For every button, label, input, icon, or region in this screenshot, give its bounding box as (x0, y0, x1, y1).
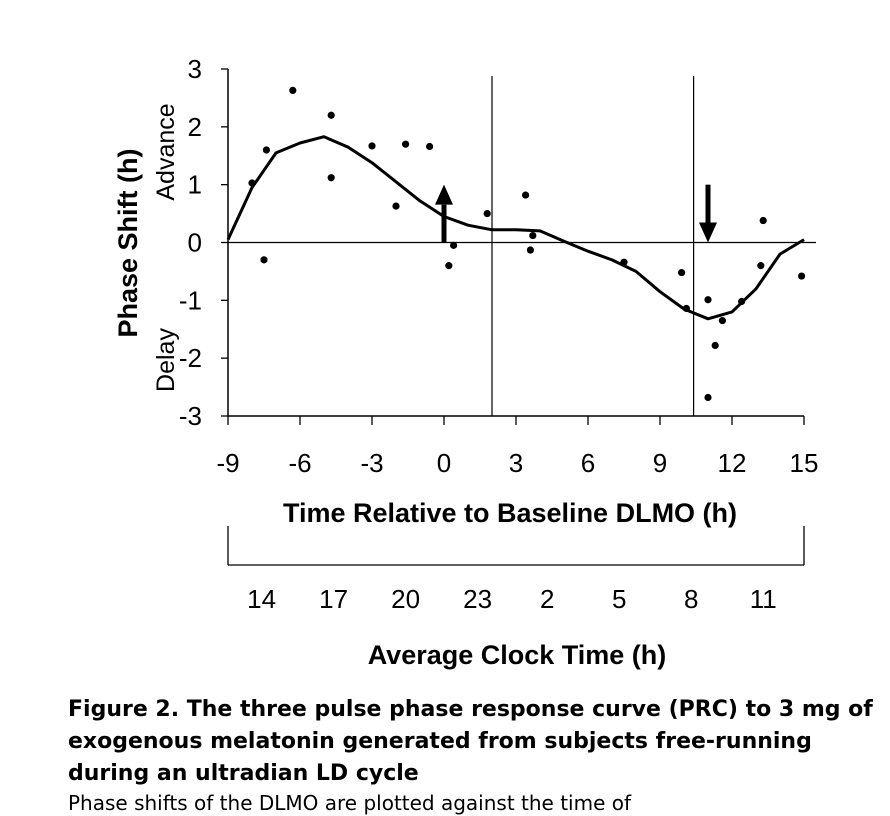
x-tick-label: 0 (437, 448, 451, 478)
x-tick-label: -9 (216, 448, 239, 478)
data-point (426, 142, 434, 151)
y-tick-label: -2 (179, 343, 202, 373)
data-point (260, 256, 268, 264)
data-point (526, 246, 535, 254)
data-points-layer (248, 86, 806, 402)
x-tick-label: 9 (653, 448, 667, 478)
data-point (682, 304, 691, 313)
arrow-down-icon (699, 222, 717, 243)
data-point (529, 231, 537, 240)
fitted-curve-layer (226, 135, 805, 321)
y-tick-label: 1 (188, 170, 202, 200)
data-point (450, 241, 458, 249)
axis-ticks-layer: 3 2 1 0 -1 -2 -3 -9 -6 -3 0 3 6 9 12 15 14 17 20 23 2 5 8 11 (179, 54, 819, 614)
data-point (711, 341, 719, 350)
arrows-layer (435, 184, 717, 243)
data-point (483, 209, 491, 218)
data-point (327, 111, 335, 119)
secondary-x-tick-label: 17 (319, 584, 348, 614)
secondary-x-tick-label: 11 (750, 584, 777, 614)
secondary-x-tick-label: 20 (391, 584, 420, 614)
y-tick-label: -1 (179, 285, 202, 315)
data-point (327, 174, 335, 182)
phase-response-chart: 3 2 1 0 -1 -2 -3 -9 -6 -3 0 3 6 9 12 15 14 17 20 23 2 5 8 11 Ti… (113, 54, 819, 670)
data-point (798, 272, 806, 280)
data-point (718, 316, 727, 325)
secondary-x-tick-label: 2 (540, 584, 554, 614)
x-tick-label: 6 (581, 448, 595, 478)
figure-caption: Figure 2. The three pulse phase response… (68, 697, 873, 786)
secondary-x-tick-label: 8 (684, 584, 698, 614)
x-tick-label: 3 (509, 448, 523, 478)
y-axis-advance-label: Advance (152, 103, 180, 200)
x-tick-label: -3 (360, 448, 383, 478)
data-point (620, 258, 628, 266)
x-tick-label: -6 (288, 448, 311, 478)
data-point (402, 140, 410, 148)
x-axis-label: Time Relative to Baseline DLMO (h) (283, 498, 737, 528)
plot-area (227, 69, 816, 417)
secondary-x-tick-label: 23 (463, 584, 492, 614)
data-point (759, 216, 767, 225)
y-axis-label: Phase Shift (h) (113, 148, 143, 337)
y-tick-label: 2 (188, 112, 202, 142)
data-point (704, 296, 712, 304)
secondary-x-tick-label: 5 (612, 584, 626, 614)
fitted-prc-curve (226, 135, 805, 321)
data-point (678, 268, 686, 277)
data-point (757, 262, 765, 270)
secondary-x-tick-label: 14 (247, 584, 276, 614)
x-tick-label: 15 (790, 448, 819, 478)
data-point (445, 262, 453, 270)
data-point (289, 86, 297, 94)
y-tick-label: 3 (188, 54, 202, 84)
figure-caption-body: Phase shifts of the DLMO are plotted aga… (68, 791, 632, 815)
data-point (522, 191, 530, 199)
secondary-x-axis-label: Average Clock Time (h) (368, 640, 667, 670)
data-point (368, 142, 376, 150)
x-tick-label: 12 (718, 448, 747, 478)
y-tick-label: -3 (179, 401, 202, 431)
data-point (738, 297, 746, 306)
arrow-up-icon (435, 184, 453, 205)
data-point (704, 393, 712, 402)
data-point (248, 179, 256, 187)
data-point (262, 146, 270, 154)
y-axis-delay-label: Delay (152, 328, 180, 392)
data-point (392, 202, 400, 210)
y-tick-label: 0 (188, 228, 202, 258)
